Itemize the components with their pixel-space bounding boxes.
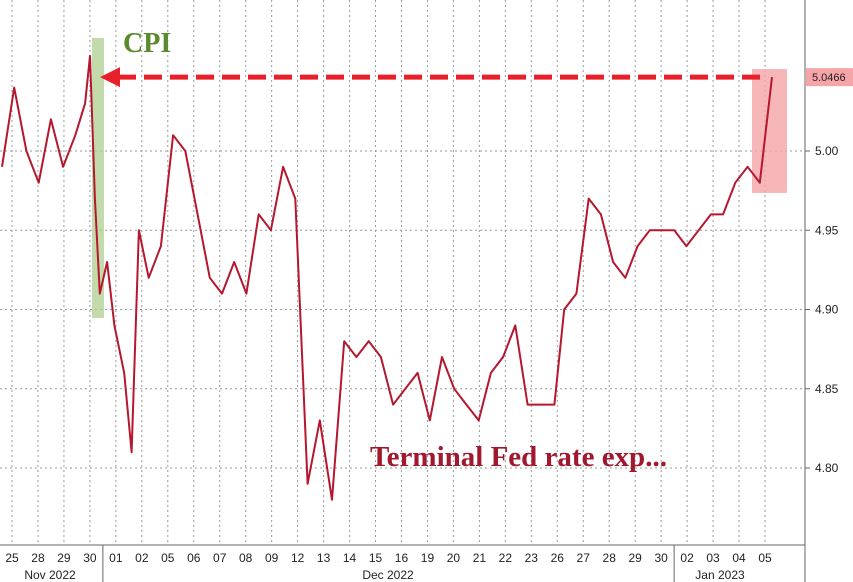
x-tick-label: 03 (706, 551, 720, 565)
y-tick-label: 4.80 (815, 461, 839, 475)
y-tick-label: 4.90 (815, 303, 839, 317)
x-tick-label: 07 (213, 551, 227, 565)
x-tick-label: 30 (654, 551, 668, 565)
series-lines (1, 54, 773, 501)
x-tick-label: 30 (83, 551, 97, 565)
month-label: Nov 2022 (24, 568, 76, 582)
x-tick-label: 16 (395, 551, 409, 565)
cpi-highlight (92, 38, 104, 318)
x-tick-label: 19 (421, 551, 435, 565)
last-value-box (806, 68, 853, 87)
x-tick-label: 25 (5, 551, 19, 565)
gridlines (0, 0, 806, 582)
y-tick-label: 5.00 (815, 144, 839, 158)
x-tick-label: 04 (732, 551, 746, 565)
month-label: Jan 2023 (695, 568, 745, 582)
x-tick-label: 28 (603, 551, 617, 565)
x-tick-label: 12 (291, 551, 305, 565)
x-tick-label: 28 (31, 551, 45, 565)
recent-highlight (752, 69, 787, 193)
x-tick-label: 02 (680, 551, 694, 565)
reference-arrow (100, 67, 768, 88)
x-tick-label: 09 (265, 551, 279, 565)
x-tick-label: 20 (447, 551, 461, 565)
last-value-tag: 5.0466 (806, 68, 853, 87)
x-tick-label: 05 (161, 551, 175, 565)
y-tick-label: 4.85 (815, 382, 839, 396)
x-tick-label: 01 (109, 551, 123, 565)
x-tick-label: 29 (57, 551, 71, 565)
x-tick-label: 02 (135, 551, 149, 565)
x-tick-label: 06 (187, 551, 201, 565)
x-tick-label: 05 (758, 551, 772, 565)
x-tick-label: 29 (628, 551, 642, 565)
x-tick-label: 14 (343, 551, 357, 565)
highlights (92, 38, 787, 318)
annotation-terminal-fed-rate: Terminal Fed rate exp... (370, 441, 667, 473)
x-tick-label: 08 (239, 551, 253, 565)
x-axis-ticks: 25 28 29 30 01 02 05 06 07 08 09 12 13 14 15 16 19 20 21 22… (5, 545, 772, 582)
y-axis-ticks: 4.80 4.85 4.90 4.95 5.00 (805, 144, 839, 475)
y-tick-label: 4.95 (815, 223, 839, 237)
x-tick-label: 23 (525, 551, 539, 565)
x-tick-label: 13 (317, 551, 331, 565)
series-line (1, 54, 773, 501)
last-value-label: 5.0466 (812, 72, 846, 84)
annotation-cpi: CPI (123, 28, 171, 59)
x-tick-label: 15 (369, 551, 383, 565)
x-tick-label: 27 (577, 551, 591, 565)
x-tick-label: 21 (473, 551, 487, 565)
arrow-head (100, 67, 120, 88)
x-tick-label: 26 (551, 551, 565, 565)
month-label: Dec 2022 (362, 568, 414, 582)
x-tick-label: 22 (499, 551, 513, 565)
